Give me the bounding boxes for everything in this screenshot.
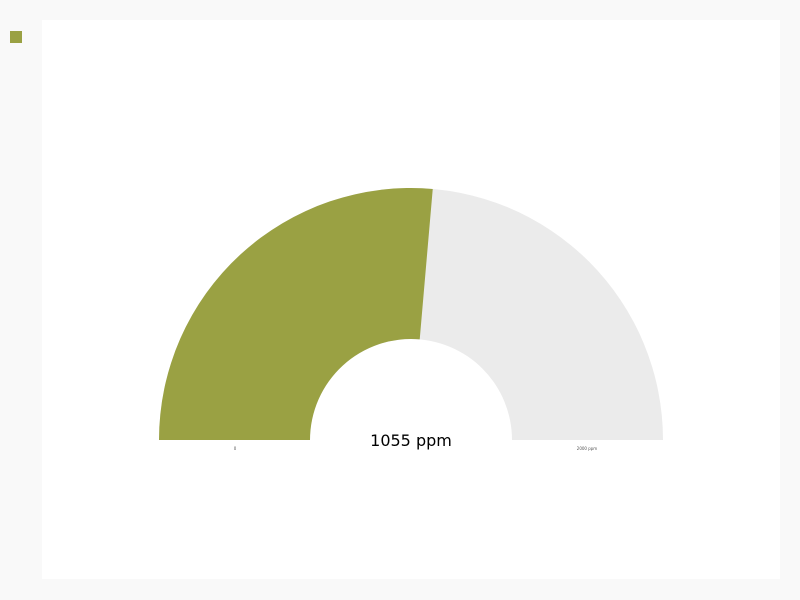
legend-swatch: [10, 31, 22, 43]
gauge-value-label: 1055 ppm: [370, 431, 452, 450]
gauge-max-label: 2000 ppm: [577, 446, 598, 451]
gauge-min-label: 0: [234, 446, 237, 451]
gauge-value-arc: [159, 188, 433, 440]
